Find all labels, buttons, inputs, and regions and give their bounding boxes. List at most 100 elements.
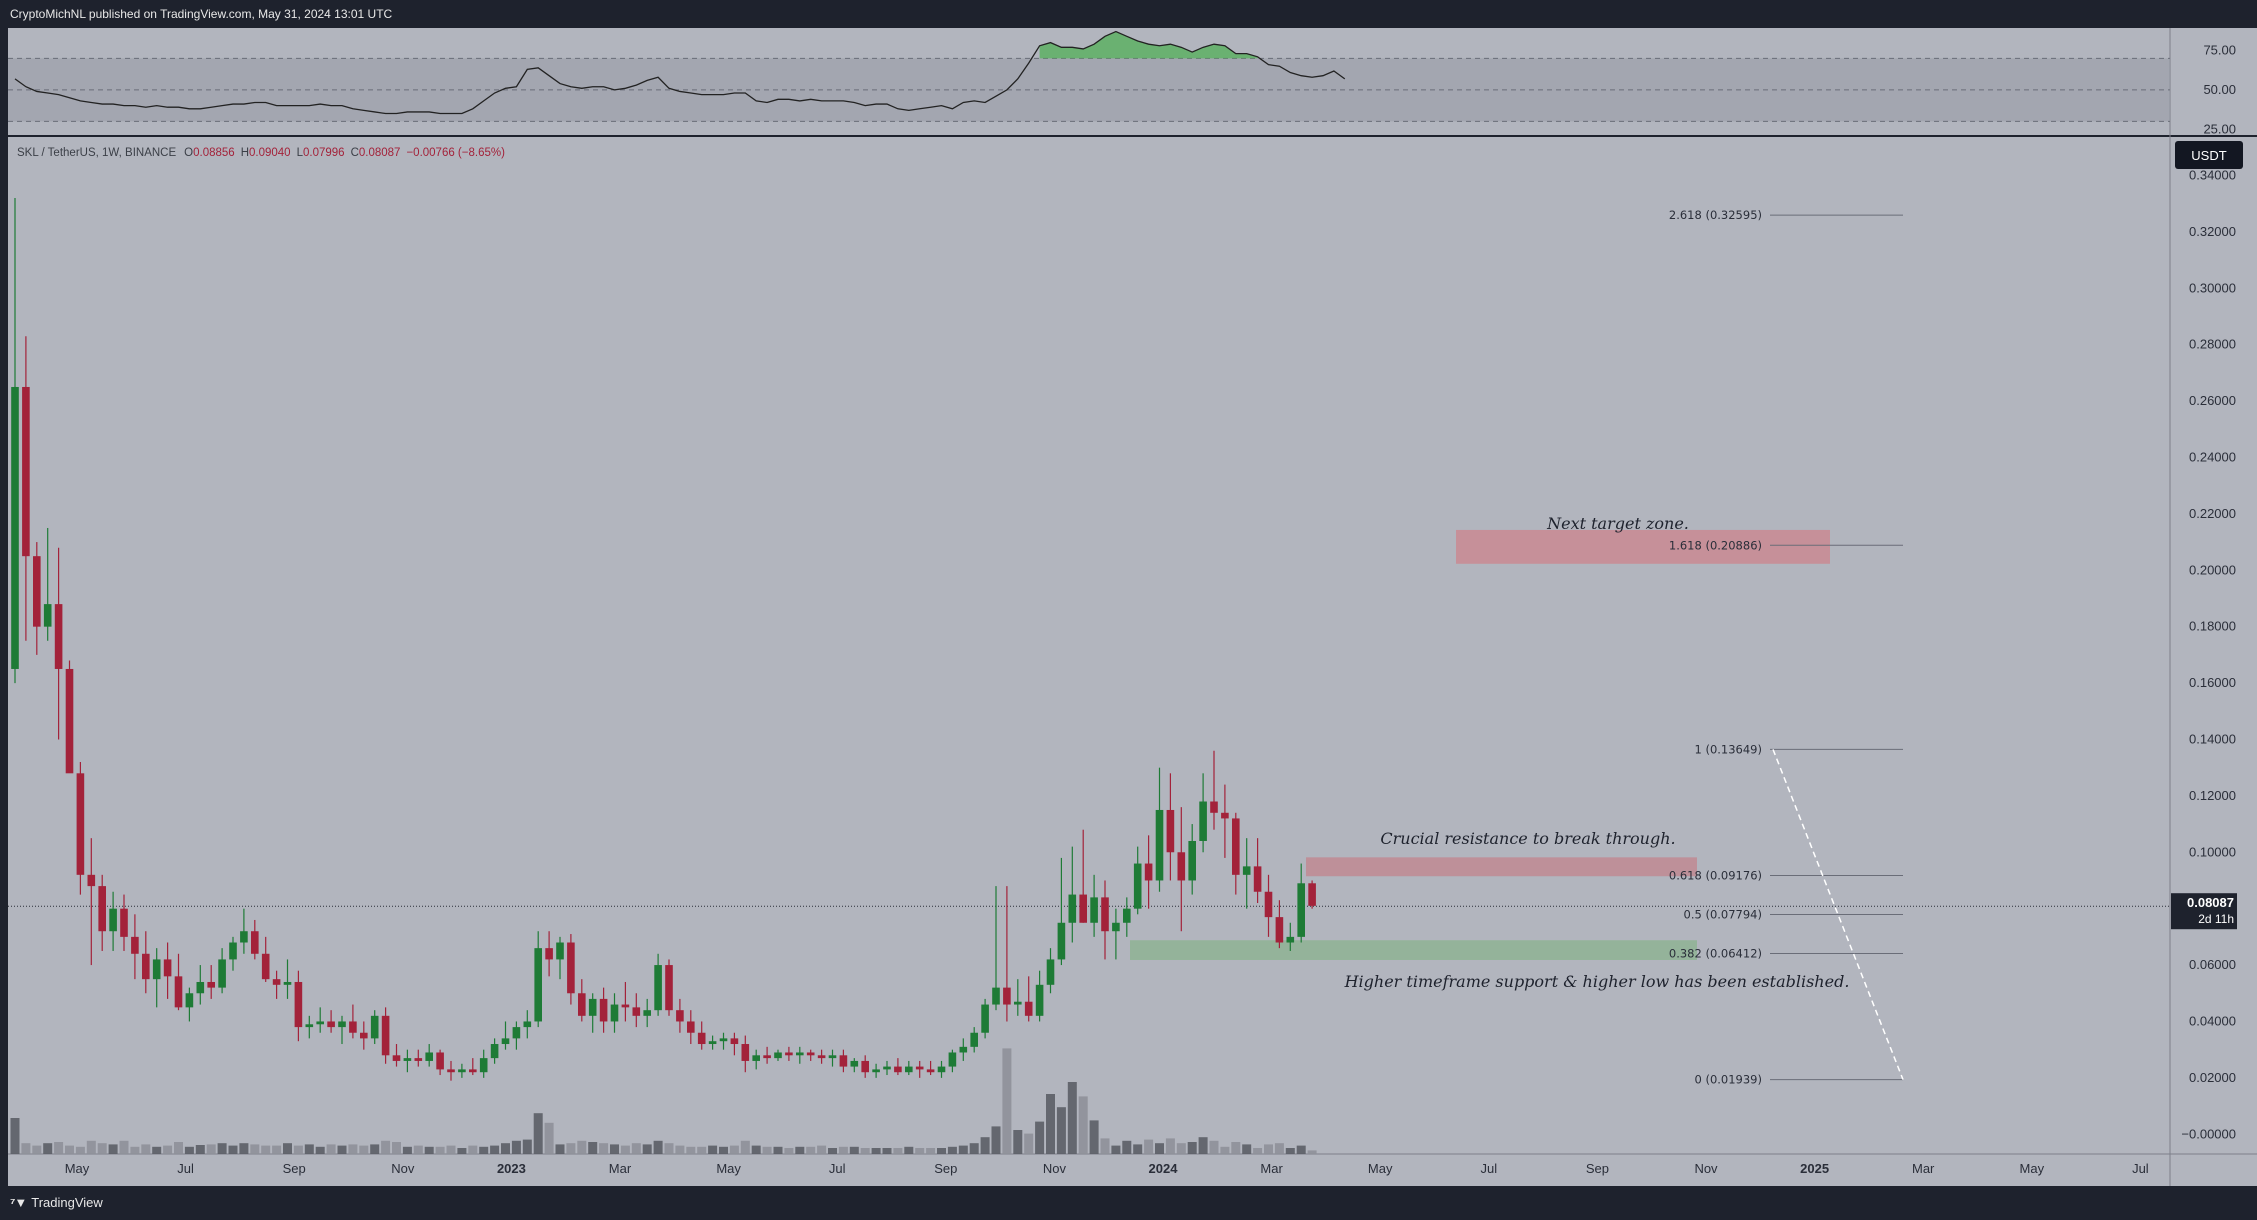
legend-close-label: C — [351, 147, 359, 159]
candle-body — [578, 993, 586, 1016]
volume-bar — [359, 1145, 369, 1154]
candle-body — [915, 1066, 924, 1070]
price-tick-label: 0.30000 — [2189, 280, 2236, 295]
annotation-support[interactable]: Higher timeframe support & higher low ha… — [1344, 972, 1850, 991]
price-axis-pane[interactable] — [2170, 28, 2257, 1186]
annotation-target[interactable]: Next target zone. — [1546, 514, 1689, 533]
candle-body — [654, 965, 662, 1011]
candle-body — [1046, 959, 1055, 985]
time-tick-label: Jul — [2132, 1161, 2149, 1176]
volume-bar — [152, 1146, 162, 1154]
candle-body — [687, 1021, 695, 1033]
target-zone[interactable] — [1456, 529, 1830, 564]
publish-line: CryptoMichNL published on TradingView.co… — [10, 7, 393, 21]
candle-body — [545, 948, 553, 960]
volume-bar — [1220, 1146, 1230, 1154]
candle-body — [796, 1052, 804, 1056]
volume-bar — [1165, 1138, 1175, 1154]
candle-body — [1024, 1001, 1033, 1016]
volume-bar — [293, 1145, 303, 1154]
time-tick-label: Mar — [1912, 1161, 1935, 1176]
candle-body — [1014, 1001, 1022, 1005]
fib-level-label: 2.618 (0.32595) — [1669, 208, 1762, 222]
price-tick-label: 0.18000 — [2189, 619, 2236, 634]
candle-body — [1068, 894, 1077, 923]
time-tick-label: Mar — [1260, 1161, 1283, 1176]
time-tick-label: Jul — [177, 1161, 194, 1176]
candle-body — [1177, 852, 1186, 881]
symbol-legend[interactable]: SKL / TetherUS, 1W, BINANCE O0.08856 H0.09… — [17, 147, 505, 159]
fib-trend-line[interactable] — [1772, 749, 1904, 1080]
volume-bar — [729, 1145, 739, 1154]
candle-body — [992, 987, 1000, 1005]
publish-header: CryptoMichNL published on TradingView.co… — [0, 0, 2257, 28]
volume-bar — [980, 1137, 990, 1154]
volume-bar — [1067, 1082, 1077, 1154]
price-axis[interactable]: 0.34000 0.32000 0.30000 0.28000 0.26000 0.240… — [2171, 167, 2237, 1141]
price-pane[interactable] — [8, 136, 2170, 1154]
candle-body — [1308, 883, 1316, 906]
candle-body — [87, 874, 96, 887]
volume-bar — [1133, 1144, 1143, 1154]
fib-level-label: 0 (0.01939) — [1694, 1073, 1762, 1087]
volume-bar — [926, 1148, 936, 1154]
candle-body — [501, 1038, 510, 1045]
countdown-label: 2d 11h — [2198, 912, 2234, 926]
volume-bar — [1296, 1145, 1306, 1154]
candle-body — [65, 668, 74, 774]
volume-bar — [1176, 1143, 1186, 1154]
candle-body — [392, 1055, 401, 1061]
volume-bar — [337, 1145, 347, 1154]
volume-bar — [522, 1139, 532, 1154]
volume-bar — [217, 1143, 227, 1154]
candle-body — [283, 981, 292, 985]
drawing-zones[interactable] — [1130, 529, 1830, 960]
volume-bar — [141, 1144, 151, 1154]
volume-bar — [21, 1143, 31, 1154]
time-tick-label: May — [716, 1161, 741, 1176]
resistance-zone[interactable] — [1306, 857, 1697, 877]
candle-body — [360, 1032, 368, 1039]
legend-high-label: H — [241, 147, 249, 159]
tradingview-logo[interactable]: ⁷▼ TradingView — [10, 1195, 103, 1210]
annotation-resistance[interactable]: Crucial resistance to break through. — [1380, 829, 1675, 848]
time-tick-label: Jul — [1480, 1161, 1497, 1176]
volume-bar — [381, 1140, 391, 1154]
time-axis-pane[interactable] — [8, 1154, 2170, 1186]
volume-bar — [566, 1143, 576, 1154]
candle-body — [883, 1066, 891, 1070]
last-price-badge[interactable] — [2171, 893, 2237, 930]
price-tick-label: −0.00000 — [2181, 1126, 2236, 1141]
candle-body — [588, 998, 597, 1016]
time-axis[interactable]: May Jul Sep Nov 2023 Mar May Jul Sep Nov 2024 Mar Ma… — [65, 1161, 2149, 1176]
candle-body — [1057, 922, 1066, 960]
time-tick-label: Sep — [934, 1161, 957, 1176]
volume-bar — [1089, 1120, 1099, 1154]
support-zone[interactable] — [1130, 940, 1697, 960]
volume-bar — [119, 1140, 129, 1154]
volume-bar — [228, 1145, 238, 1154]
fib-level-label: 1.618 (0.20886) — [1669, 538, 1762, 552]
time-tick-label: Sep — [1586, 1161, 1609, 1176]
volume-bar — [283, 1143, 292, 1154]
candle-body — [1221, 812, 1229, 819]
volume-bar — [1231, 1142, 1241, 1154]
candle-body — [1133, 863, 1142, 909]
legend-low: 0.07996 — [303, 147, 345, 159]
fibonacci-extension[interactable]: 2.618 (0.32595) 1.618 (0.20886) 1 (0.13649… — [1669, 208, 1904, 1087]
volume-bar — [751, 1145, 761, 1154]
price-tick-label: 0.20000 — [2189, 562, 2236, 577]
volume-bar — [1035, 1121, 1045, 1154]
candle-body — [196, 981, 205, 994]
candle-body — [523, 1021, 532, 1028]
currency-badge[interactable] — [2175, 141, 2243, 169]
candle-body — [316, 1021, 324, 1025]
candle-body — [1264, 891, 1273, 918]
candle-body — [981, 1004, 989, 1033]
volume-bar — [108, 1144, 118, 1154]
candle-body — [763, 1055, 771, 1059]
candle-body — [828, 1055, 837, 1059]
candle-body — [676, 1010, 684, 1022]
volume-bar — [479, 1146, 489, 1154]
